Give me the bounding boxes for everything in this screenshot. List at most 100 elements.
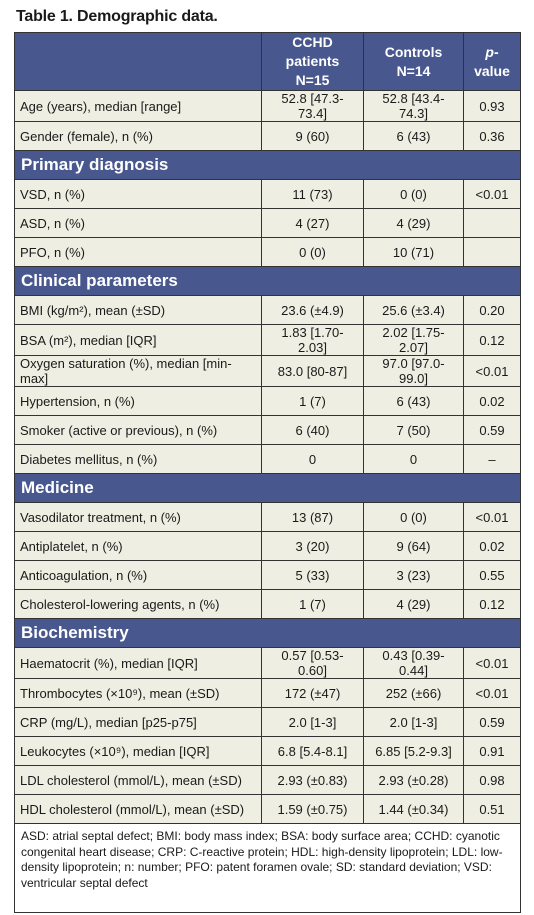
section-heading: Biochemistry [14,618,521,648]
row-label: Haematocrit (%), median [IQR] [14,647,262,679]
p-value: 0.12 [463,589,521,619]
cchd-value: 1 (7) [261,386,364,416]
section-heading-row: Primary diagnosis [14,150,521,180]
row-label: PFO, n (%) [14,237,262,267]
p-value [463,237,521,267]
header-cchd-n: N=15 [295,72,330,88]
controls-value: 6 (43) [363,386,464,416]
table-row: Vasodilator treatment, n (%) 13 (87) 0 (0)… [14,502,521,532]
controls-value: 4 (29) [363,208,464,238]
row-label: HDL cholesterol (mmol/L), mean (±SD) [14,794,262,824]
cchd-value: 2.93 (±0.83) [261,765,364,795]
p-value: 0.20 [463,295,521,325]
row-label: Antiplatelet, n (%) [14,531,262,561]
cchd-value: 9 (60) [261,121,364,151]
table-row: Anticoagulation, n (%) 5 (33) 3 (23) 0.55 [14,560,521,590]
row-label: Hypertension, n (%) [14,386,262,416]
p-value: 0.93 [463,90,521,122]
p-value: <0.01 [463,502,521,532]
table-row: Haematocrit (%), median [IQR] 0.57 [0.53-… [14,647,521,679]
cchd-value: 1.59 (±0.75) [261,794,364,824]
header-controls-n: N=14 [396,62,431,79]
controls-value: 0 (0) [363,502,464,532]
header-pvalue: p-value [463,32,521,91]
controls-value: 0 (0) [363,179,464,209]
row-label: ASD, n (%) [14,208,262,238]
table-row: BMI (kg/m²), mean (±SD) 23.6 (±4.9) 25.6 (… [14,295,521,325]
table-row: Smoker (active or previous), n (%) 6 (40)… [14,415,521,445]
section-heading: Clinical parameters [14,266,521,296]
cchd-value: 52.8 [47.3-73.4] [261,90,364,122]
row-label: Anticoagulation, n (%) [14,560,262,590]
table-title: Table 1. Demographic data. [16,8,218,25]
controls-value: 2.0 [1-3] [363,707,464,737]
cchd-value: 172 (±47) [261,678,364,708]
controls-value: 2.93 (±0.28) [363,765,464,795]
row-label: Leukocytes (×10⁹), median [IQR] [14,736,262,766]
row-label: BMI (kg/m²), mean (±SD) [14,295,262,325]
row-label: Gender (female), n (%) [14,121,262,151]
controls-value: 6.85 [5.2-9.3] [363,736,464,766]
p-value: – [463,444,521,474]
p-value: 0.55 [463,560,521,590]
cchd-value: 3 (20) [261,531,364,561]
section-heading-row: Medicine [14,473,521,503]
row-label: Cholesterol-lowering agents, n (%) [14,589,262,619]
table-row: VSD, n (%) 11 (73) 0 (0) <0.01 [14,179,521,209]
cchd-value: 2.0 [1-3] [261,707,364,737]
footnote: ASD: atrial septal defect; BMI: body mas… [14,823,521,913]
p-value: 0.02 [463,386,521,416]
p-value: <0.01 [463,678,521,708]
p-value [463,208,521,238]
table-row: LDL cholesterol (mmol/L), mean (±SD) 2.93… [14,765,521,795]
p-value: 0.36 [463,121,521,151]
p-value: <0.01 [463,647,521,679]
row-label: Vasodilator treatment, n (%) [14,502,262,532]
header-cchd: CCHD patients N=15 [261,32,364,91]
controls-value: 52.8 [43.4-74.3] [363,90,464,122]
cchd-value: 5 (33) [261,560,364,590]
row-label: Age (years), median [range] [14,90,262,122]
cchd-value: 6 (40) [261,415,364,445]
controls-value: 25.6 (±3.4) [363,295,464,325]
p-value: 0.59 [463,415,521,445]
cchd-value: 0.57 [0.53-0.60] [261,647,364,679]
controls-value: 6 (43) [363,121,464,151]
cchd-value: 83.0 [80-87] [261,355,364,387]
table-row: BSA (m²), median [IQR] 1.83 [1.70-2.03] 2.… [14,324,521,356]
table-row: Cholesterol-lowering agents, n (%) 1 (7) 4… [14,589,521,619]
table-row: PFO, n (%) 0 (0) 10 (71) [14,237,521,267]
cchd-value: 6.8 [5.4-8.1] [261,736,364,766]
table-header: CCHD patients N=15 Controls N=14 p-value [14,32,521,91]
p-value: 0.98 [463,765,521,795]
section-heading: Primary diagnosis [14,150,521,180]
header-cchd-label: CCHD patients [285,34,340,69]
table-row: Leukocytes (×10⁹), median [IQR] 6.8 [5.4-… [14,736,521,766]
cchd-value: 0 (0) [261,237,364,267]
controls-value: 1.44 (±0.34) [363,794,464,824]
cchd-value: 4 (27) [261,208,364,238]
p-value: 0.51 [463,794,521,824]
section-heading: Medicine [14,473,521,503]
header-controls-label: Controls [384,43,443,60]
table-row: HDL cholesterol (mmol/L), mean (±SD) 1.59… [14,794,521,824]
controls-value: 9 (64) [363,531,464,561]
header-p-rest: -value [474,43,510,79]
header-p-letter: p [485,43,494,60]
row-label: CRP (mg/L), median [p25-p75] [14,707,262,737]
p-value: 0.59 [463,707,521,737]
controls-value: 0.43 [0.39-0.44] [363,647,464,679]
controls-value: 7 (50) [363,415,464,445]
p-value: 0.91 [463,736,521,766]
controls-value: 4 (29) [363,589,464,619]
row-label: BSA (m²), median [IQR] [14,324,262,356]
row-label: Diabetes mellitus, n (%) [14,444,262,474]
controls-value: 10 (71) [363,237,464,267]
controls-value: 252 (±66) [363,678,464,708]
cchd-value: 23.6 (±4.9) [261,295,364,325]
p-value: 0.12 [463,324,521,356]
controls-value: 0 [363,444,464,474]
table-row: Antiplatelet, n (%) 3 (20) 9 (64) 0.02 [14,531,521,561]
table-row: Thrombocytes (×10⁹), mean (±SD) 172 (±47)… [14,678,521,708]
